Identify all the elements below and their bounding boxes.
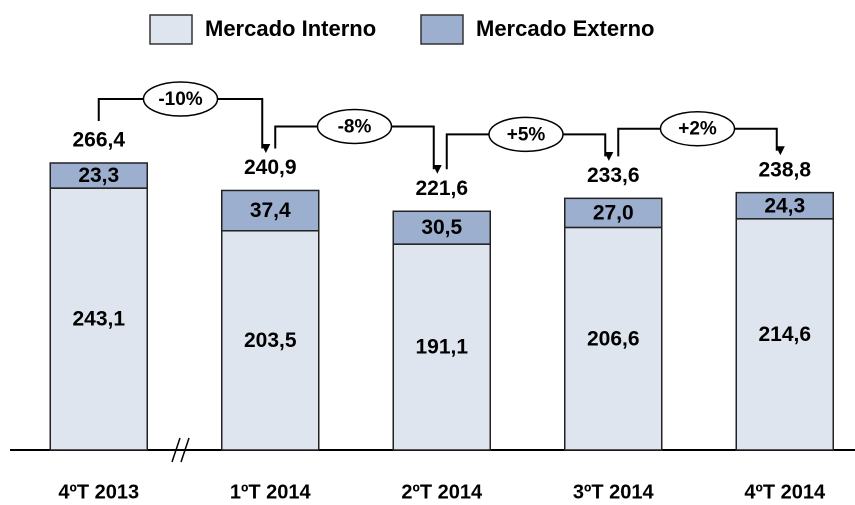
bar-segment xyxy=(564,197,663,229)
axis-break xyxy=(171,437,190,463)
value-label: 191,1 xyxy=(415,336,468,359)
annotation-bubble xyxy=(488,116,564,153)
annotation: -8% xyxy=(338,116,372,137)
value-label: 243,1 xyxy=(72,308,125,331)
bar-segment xyxy=(221,189,320,232)
annotation-bubble xyxy=(316,108,393,145)
bar-segment xyxy=(221,230,320,451)
value-label: 206,6 xyxy=(587,327,640,350)
x-tick-label: 2ºT 2014 xyxy=(401,481,483,503)
value-label: 37,4 xyxy=(250,199,291,222)
total-label: 266,4 xyxy=(72,129,125,152)
annotation: +5% xyxy=(507,124,546,145)
x-tick-label: 1ºT 2014 xyxy=(230,481,312,503)
value-label: 24,3 xyxy=(764,194,805,217)
total-label: 238,8 xyxy=(758,158,811,181)
value-label: 214,6 xyxy=(758,323,811,346)
value-label: 203,5 xyxy=(244,329,297,352)
legend-label: Mercado Interno xyxy=(205,16,376,41)
bar-segment xyxy=(564,226,663,451)
value-label: 30,5 xyxy=(421,216,462,239)
legend-swatch xyxy=(149,14,193,45)
value-label: 23,3 xyxy=(78,164,119,187)
total-label: 221,6 xyxy=(415,177,468,200)
annotation: -10% xyxy=(158,89,202,110)
annotation-bubble xyxy=(142,81,219,117)
x-tick-label: 4ºT 2014 xyxy=(744,481,826,503)
annotation-bubble xyxy=(659,110,736,147)
bar-segment xyxy=(49,187,148,451)
bar-segment xyxy=(49,162,148,189)
value-label: 27,0 xyxy=(593,201,634,224)
legend-label: Mercado Externo xyxy=(476,16,655,41)
total-label: 240,9 xyxy=(244,156,297,179)
bar-segment xyxy=(735,218,834,451)
bar-segment xyxy=(392,210,491,245)
x-tick-label: 3ºT 2014 xyxy=(573,481,655,503)
annotation: +2% xyxy=(678,119,717,140)
x-tick-label: 4ºT 2013 xyxy=(58,481,139,503)
legend-swatch xyxy=(420,14,464,45)
bar-segment xyxy=(392,243,491,451)
bar-segment xyxy=(735,191,834,220)
total-label: 233,6 xyxy=(587,164,640,187)
